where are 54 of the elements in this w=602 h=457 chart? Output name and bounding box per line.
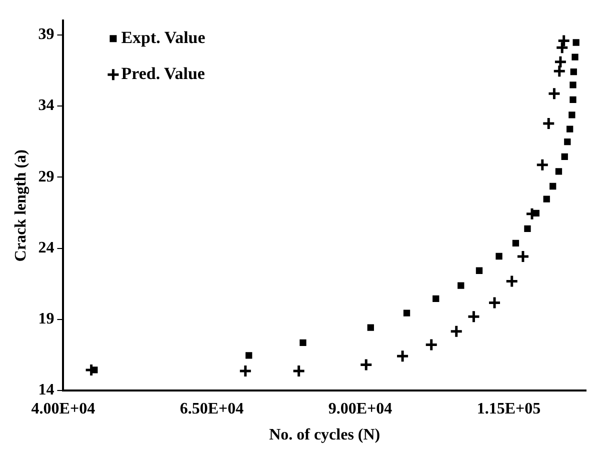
point — [543, 196, 550, 202]
point — [557, 34, 571, 48]
x-tick-label: 9.00E+04 — [328, 400, 392, 418]
point — [568, 112, 576, 118]
point — [550, 182, 556, 190]
point — [396, 349, 410, 363]
y-axis-title: Crack length (a) — [12, 150, 30, 262]
y-tick-label: 24 — [38, 239, 54, 256]
point — [552, 64, 566, 78]
point — [359, 358, 373, 372]
y-tick-label: 34 — [38, 97, 54, 114]
y-tick-label: 29 — [38, 168, 54, 186]
point — [566, 126, 574, 132]
point — [547, 86, 561, 100]
legend-label: Pred. Value — [121, 64, 206, 83]
point — [458, 282, 464, 289]
point — [488, 296, 502, 310]
x-tick-label: 4.00E+04 — [31, 400, 96, 418]
y-tick-label: 39 — [38, 26, 54, 43]
point — [570, 82, 576, 88]
point — [246, 352, 252, 359]
x-tick-label: 6.50E+04 — [180, 400, 244, 418]
point — [564, 138, 571, 146]
point — [516, 250, 530, 264]
x-tick-label: 1.15E+05 — [476, 400, 541, 418]
point — [554, 55, 568, 69]
x-axis-title: No. of cycles (N) — [269, 426, 380, 444]
point — [570, 68, 577, 76]
point — [403, 310, 410, 316]
point — [555, 168, 562, 175]
point — [536, 158, 550, 172]
point — [496, 252, 502, 260]
point — [555, 40, 569, 54]
point — [570, 96, 576, 104]
point — [450, 324, 464, 338]
point — [300, 339, 306, 346]
point — [542, 116, 556, 130]
point — [561, 153, 568, 160]
point — [367, 324, 374, 331]
point — [238, 364, 252, 378]
point — [512, 240, 520, 246]
point — [476, 267, 483, 274]
point — [432, 295, 440, 302]
legend-label: Expt. Value — [121, 28, 206, 47]
point — [424, 338, 438, 352]
point — [466, 310, 480, 324]
point — [524, 225, 531, 232]
point — [505, 274, 519, 288]
point — [532, 210, 540, 216]
point — [292, 364, 306, 378]
point — [572, 54, 578, 60]
point — [572, 39, 580, 46]
y-tick-label: 14 — [38, 382, 54, 399]
y-tick-label: 19 — [38, 310, 54, 328]
